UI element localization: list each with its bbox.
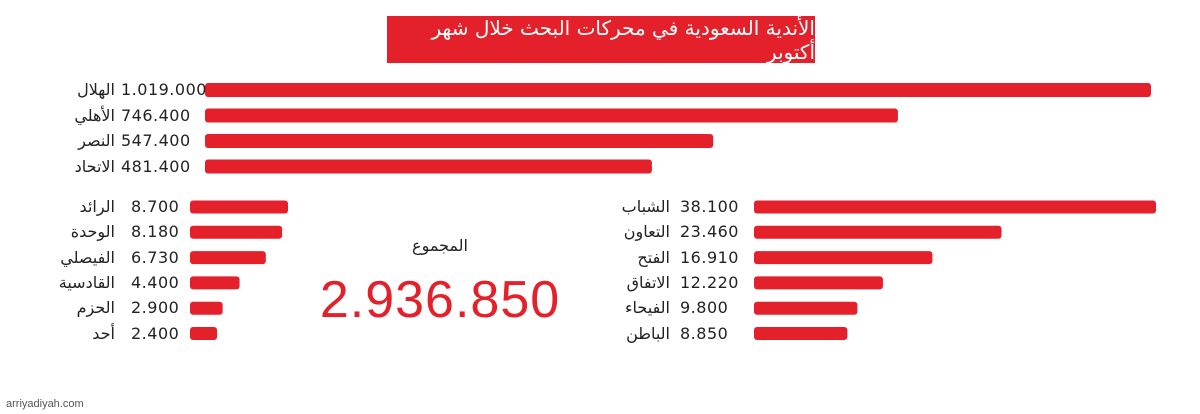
total-label: المجموع — [412, 236, 468, 255]
value-label-left-4: 2.900 — [131, 298, 180, 318]
site-credit: arriyadiyah.com — [6, 398, 84, 410]
bar-top-2 — [205, 134, 714, 148]
bar-left-3 — [190, 276, 240, 290]
club-label-left-4: الحزم — [76, 298, 115, 318]
bar-left-0 — [190, 200, 288, 214]
club-label-top-0: الهلال — [77, 80, 115, 99]
club-label-right-2: الفتح — [637, 247, 670, 267]
value-label-left-1: 8.180 — [131, 222, 180, 242]
club-label-left-5: أحد — [92, 323, 115, 343]
value-label-right-4: 9.800 — [680, 298, 729, 318]
club-label-top-1: الأهلي — [74, 105, 115, 125]
club-label-right-5: الباطن — [626, 323, 670, 343]
bar-left-2 — [190, 251, 266, 265]
bar-top-3 — [205, 159, 652, 174]
bar-left-5 — [190, 327, 218, 340]
value-label-left-2: 6.730 — [131, 247, 180, 267]
total-value: 2.936.850 — [319, 271, 561, 329]
club-label-right-3: الاتفاق — [626, 272, 670, 292]
value-label-right-1: 23.460 — [680, 222, 739, 242]
club-label-top-2: النصر — [78, 131, 115, 150]
value-label-top-3: 481.400 — [121, 156, 191, 176]
club-label-left-1: الوحدة — [70, 222, 115, 242]
value-label-left-3: 4.400 — [131, 272, 180, 292]
club-label-right-1: التعاون — [623, 222, 670, 242]
chart-title: الأندية السعودية في محركات البحث خلال شه… — [387, 16, 815, 64]
bar-right-2 — [754, 251, 933, 265]
bar-left-4 — [190, 301, 223, 315]
club-label-left-0: الرائد — [79, 197, 115, 216]
bar-top-0 — [205, 83, 1151, 97]
club-label-left-2: الفيصلي — [60, 247, 115, 267]
value-label-top-0: 1.019.000 — [121, 80, 207, 99]
value-label-right-2: 16.910 — [680, 247, 739, 267]
club-label-right-0: الشباب — [621, 197, 670, 216]
bar-top-1 — [205, 108, 898, 123]
value-label-right-3: 12.220 — [680, 272, 739, 292]
bar-right-5 — [754, 327, 848, 340]
value-label-top-2: 547.400 — [121, 131, 191, 150]
bar-right-3 — [754, 276, 883, 290]
value-label-left-5: 2.400 — [131, 323, 180, 343]
club-label-top-3: الاتحاد — [74, 156, 115, 176]
value-label-right-0: 38.100 — [680, 197, 739, 216]
value-label-top-1: 746.400 — [121, 105, 191, 125]
bar-right-1 — [754, 225, 1002, 239]
bar-right-4 — [754, 301, 858, 315]
bar-left-1 — [190, 225, 283, 239]
club-label-right-4: الفيحاء — [625, 298, 670, 318]
value-label-left-0: 8.700 — [131, 197, 180, 216]
bar-right-0 — [754, 200, 1156, 214]
value-label-right-5: 8.850 — [680, 323, 729, 343]
club-label-left-3: القادسية — [58, 272, 115, 292]
